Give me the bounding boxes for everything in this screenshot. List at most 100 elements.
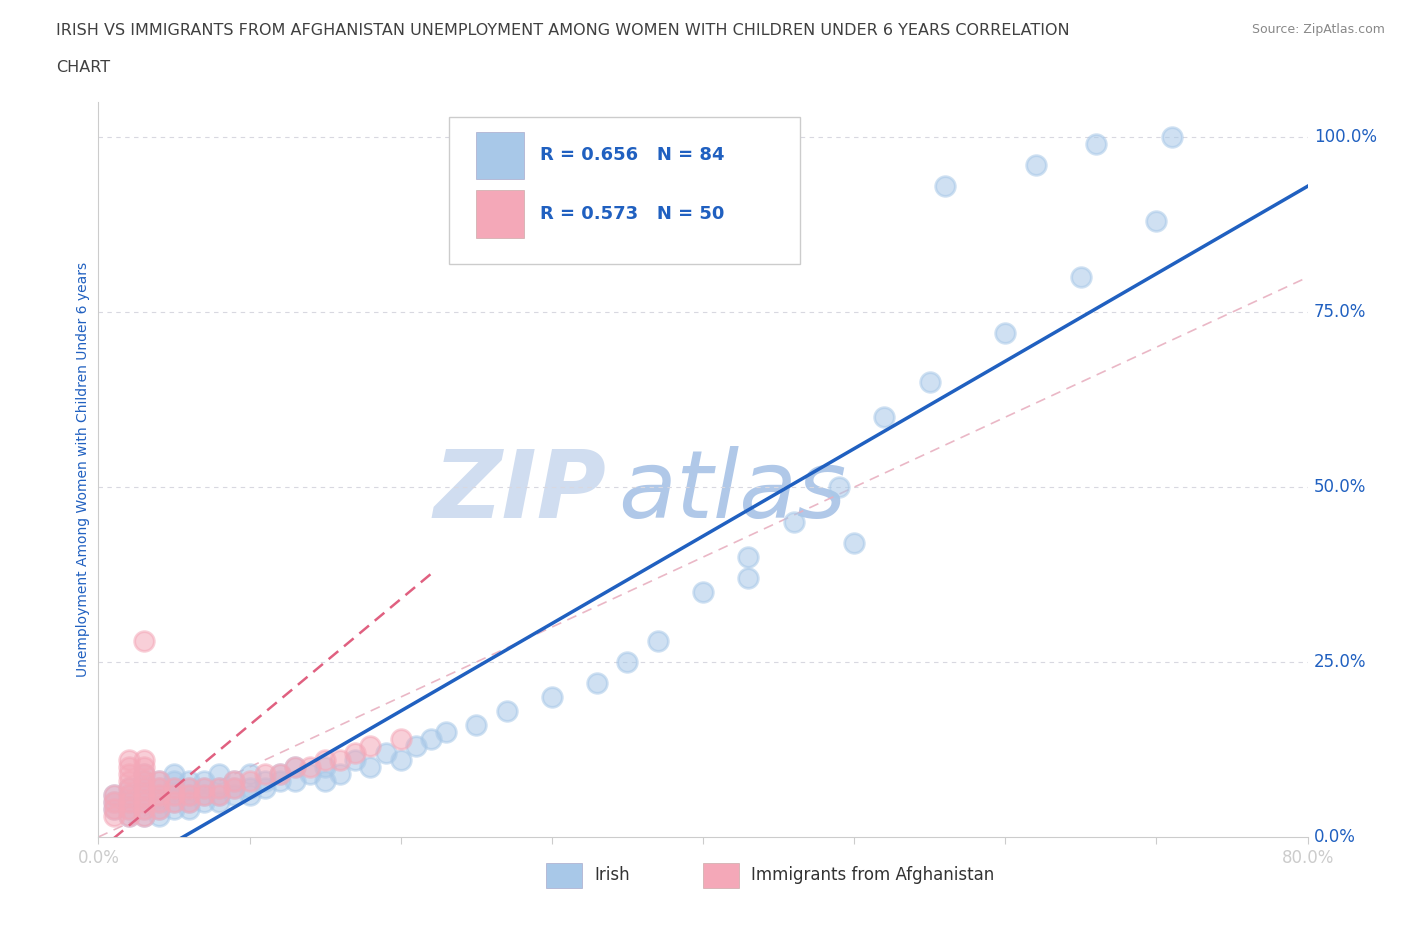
Point (344, 752, 367, 767)
Point (132, 808, 155, 823)
Point (299, 766, 322, 781)
Point (208, 780, 231, 795)
Point (132, 766, 155, 781)
Point (118, 788, 141, 803)
Text: 50.0%: 50.0% (1313, 478, 1367, 496)
Point (132, 774, 155, 789)
Point (314, 774, 336, 789)
Point (828, 480, 851, 495)
Point (103, 802, 125, 817)
Point (434, 724, 457, 739)
Point (329, 752, 352, 767)
Point (132, 794, 155, 809)
Text: Immigrants from Afghanistan: Immigrants from Afghanistan (751, 866, 994, 884)
Point (163, 788, 186, 803)
Point (132, 780, 155, 795)
Point (239, 788, 262, 803)
Point (344, 746, 367, 761)
Point (118, 808, 141, 823)
Point (253, 766, 276, 781)
Point (844, 536, 866, 551)
Point (420, 732, 443, 747)
Point (692, 585, 714, 600)
Point (918, 375, 941, 390)
Point (269, 774, 291, 789)
Point (737, 571, 759, 586)
Point (314, 752, 336, 767)
Point (179, 788, 201, 803)
Point (208, 788, 231, 803)
Point (103, 802, 125, 817)
Point (1070, 270, 1092, 285)
Point (148, 780, 170, 795)
Point (163, 794, 186, 809)
FancyBboxPatch shape (546, 863, 582, 888)
Text: 0.0%: 0.0% (1313, 828, 1355, 846)
Point (118, 794, 141, 809)
FancyBboxPatch shape (703, 863, 740, 888)
Point (118, 760, 141, 775)
Point (224, 788, 246, 803)
Point (1085, 137, 1108, 152)
Point (193, 780, 215, 795)
Text: 75.0%: 75.0% (1313, 303, 1367, 321)
Point (163, 774, 186, 789)
Point (132, 794, 155, 809)
Point (647, 633, 669, 648)
Point (103, 788, 125, 803)
Point (163, 766, 186, 781)
Point (224, 774, 246, 789)
Point (118, 752, 141, 767)
Point (132, 766, 155, 781)
Point (193, 788, 215, 803)
Point (163, 788, 186, 803)
Point (783, 514, 806, 529)
Point (179, 794, 201, 809)
Point (148, 774, 170, 789)
Point (1024, 158, 1046, 173)
Point (994, 326, 1017, 340)
Point (179, 802, 201, 817)
Point (132, 788, 155, 803)
Point (163, 780, 186, 795)
Y-axis label: Unemployment Among Women with Children Under 6 years: Unemployment Among Women with Children U… (76, 262, 90, 677)
Point (179, 780, 201, 795)
Point (314, 760, 336, 775)
Point (1144, 214, 1167, 229)
Point (208, 794, 231, 809)
Point (118, 780, 141, 795)
Point (148, 808, 170, 823)
Point (239, 780, 262, 795)
Point (224, 780, 246, 795)
Point (148, 794, 170, 809)
Point (118, 774, 141, 789)
Point (118, 788, 141, 803)
Point (208, 766, 231, 781)
Point (934, 179, 956, 193)
Point (360, 738, 382, 753)
Point (132, 788, 155, 803)
Point (163, 794, 186, 809)
Point (132, 802, 155, 817)
Point (224, 780, 246, 795)
Point (132, 633, 155, 648)
Point (148, 780, 170, 795)
Point (148, 802, 170, 817)
Point (360, 760, 382, 775)
FancyBboxPatch shape (475, 132, 524, 179)
Text: atlas: atlas (619, 446, 846, 538)
Point (1160, 130, 1182, 145)
Point (132, 774, 155, 789)
Point (299, 760, 322, 775)
Point (873, 410, 896, 425)
Point (118, 794, 141, 809)
Point (132, 752, 155, 767)
Point (132, 760, 155, 775)
Point (132, 802, 155, 817)
Point (737, 550, 759, 565)
Point (269, 766, 291, 781)
Point (163, 780, 186, 795)
Point (284, 760, 307, 775)
Point (405, 738, 427, 753)
Point (239, 774, 262, 789)
